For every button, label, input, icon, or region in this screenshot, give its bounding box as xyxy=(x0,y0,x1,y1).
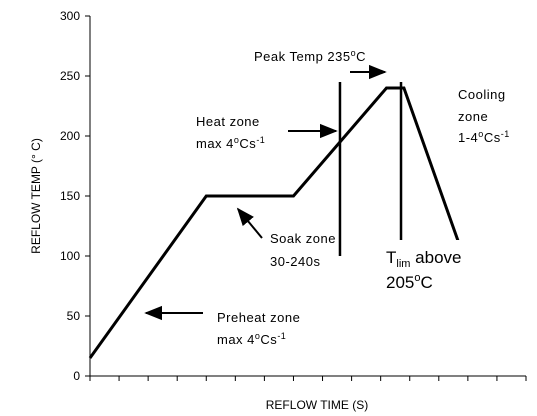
heat-zone-label: Heat zone max 4oCs-1 xyxy=(196,114,265,151)
y-tick-label: 200 xyxy=(60,129,80,143)
svg-text:zone: zone xyxy=(458,109,488,124)
y-tick-label: 300 xyxy=(60,9,80,23)
preheat-zone-label: Preheat zone max 4oCs-1 xyxy=(217,310,300,347)
soak-zone-label: Soak zone 30-240s xyxy=(270,231,336,269)
marker-layer xyxy=(338,82,403,256)
svg-text:Preheat zone: Preheat zone xyxy=(217,310,300,325)
cooling-label: Cooling zone 1-4oCs-1 xyxy=(458,87,510,145)
y-tick-label: 150 xyxy=(60,189,80,203)
tlim-label: Tlim above 205oC xyxy=(380,240,496,296)
annotation-arrows xyxy=(144,64,387,321)
x-ticks xyxy=(89,376,527,381)
svg-text:Soak zone: Soak zone xyxy=(270,231,336,246)
svg-text:Cooling: Cooling xyxy=(458,87,506,102)
svg-text:205oC: 205oC xyxy=(386,272,433,292)
svg-text:Heat zone: Heat zone xyxy=(196,114,260,129)
svg-text:1-4oCs-1: 1-4oCs-1 xyxy=(458,129,510,145)
svg-text:max 4oCs-1: max 4oCs-1 xyxy=(217,331,286,347)
y-tick-label: 50 xyxy=(67,309,81,323)
y-axis-title: REFLOW TEMP (° C) xyxy=(29,138,43,254)
svg-text:max 4oCs-1: max 4oCs-1 xyxy=(196,135,265,151)
soak-arrow xyxy=(236,207,263,239)
svg-text:30-240s: 30-240s xyxy=(270,254,320,269)
x-axis-title: REFLOW TIME (S) xyxy=(266,398,368,412)
axes xyxy=(89,16,526,377)
tlim-label-bg xyxy=(380,240,496,296)
y-tick-label: 100 xyxy=(60,249,80,263)
y-tick-label: 0 xyxy=(73,369,80,383)
y-tick-label: 250 xyxy=(60,69,80,83)
svg-text:Tlim above: Tlim above xyxy=(386,248,462,270)
y-ticks: 0 50 100 150 200 250 300 xyxy=(60,9,90,383)
peak-label: Peak Temp 235oC xyxy=(254,48,366,64)
